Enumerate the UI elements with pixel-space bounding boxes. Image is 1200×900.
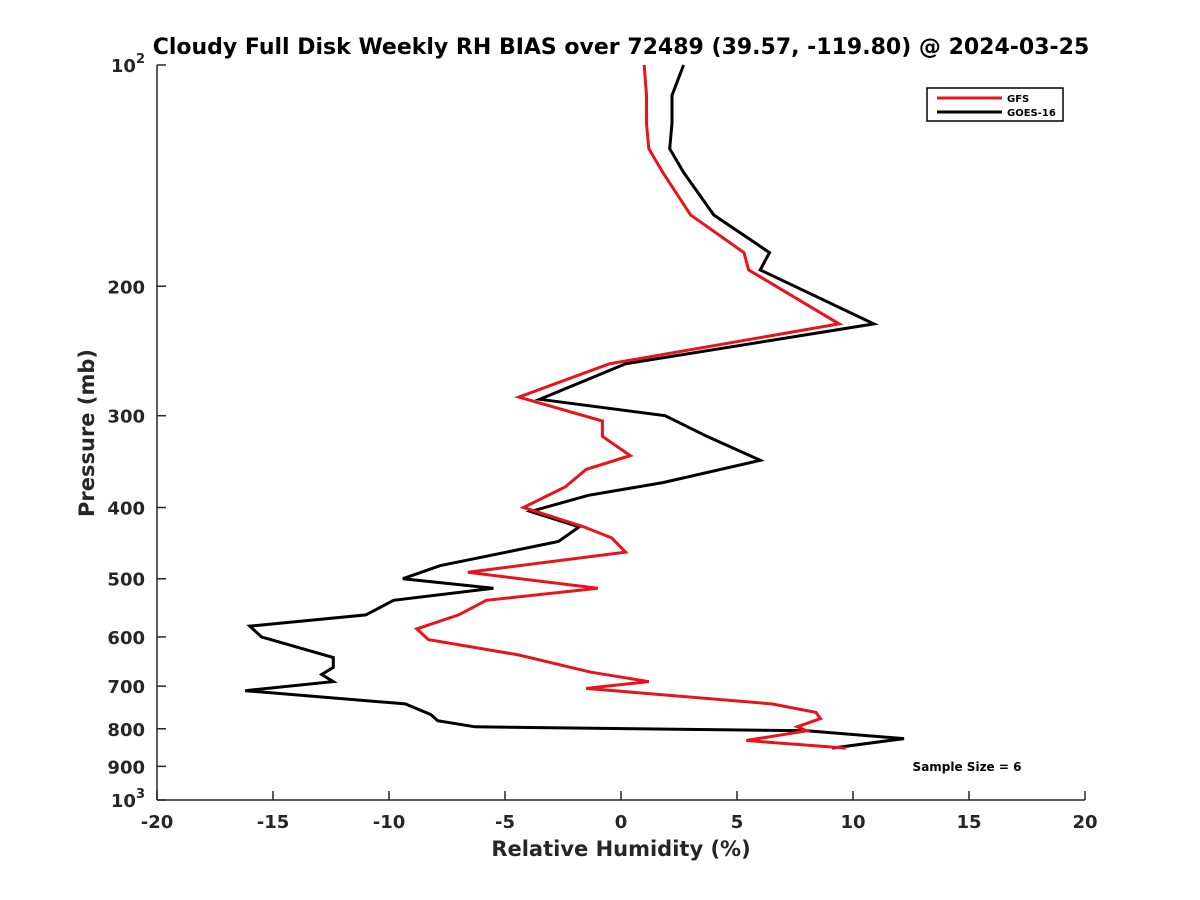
y-tick-label: 800 — [107, 720, 145, 741]
x-tick-label: 15 — [956, 812, 981, 833]
legend: GFS GOES-16 — [926, 87, 1064, 122]
x-tick-label: 0 — [615, 812, 628, 833]
x-tick-label: 20 — [1072, 812, 1097, 833]
legend-box — [926, 87, 1064, 122]
series-layer — [245, 64, 905, 750]
y-axis-ticks: 102 200 300 400 500 600 700 800 900 103 — [107, 52, 166, 812]
x-tick-label: -10 — [373, 812, 406, 833]
y-tick-label: 600 — [107, 628, 145, 649]
x-tick-label: -20 — [141, 812, 174, 833]
x-axis-label: Relative Humidity (%) — [491, 837, 750, 861]
y-tick-label: 102 — [111, 52, 145, 77]
y-tick-label: 103 — [111, 787, 145, 812]
plot-area — [156, 64, 1085, 801]
y-tick-label: 900 — [107, 757, 145, 778]
x-tick-label: -5 — [495, 812, 515, 833]
legend-label: GOES-16 — [1007, 108, 1056, 119]
y-axis-label: Pressure (mb) — [75, 349, 99, 517]
legend-label: GFS — [1007, 94, 1029, 105]
y-tick-label: 700 — [107, 677, 145, 698]
x-tick-label: -15 — [257, 812, 290, 833]
series-line-gfs — [413, 64, 847, 750]
series-line-goes-16 — [245, 64, 905, 750]
y-tick-label: 200 — [107, 277, 145, 298]
x-tick-label: 5 — [731, 812, 744, 833]
x-axis-ticks: -20 -15 -10 -5 0 5 10 15 20 — [141, 791, 1098, 833]
chart-title: Cloudy Full Disk Weekly RH BIAS over 724… — [153, 35, 1090, 60]
y-tick-label: 300 — [107, 407, 145, 428]
x-tick-label: 10 — [840, 812, 865, 833]
y-tick-label: 500 — [107, 570, 145, 591]
y-tick-label: 400 — [107, 499, 145, 520]
sample-size-annotation: Sample Size = 6 — [913, 760, 1022, 774]
